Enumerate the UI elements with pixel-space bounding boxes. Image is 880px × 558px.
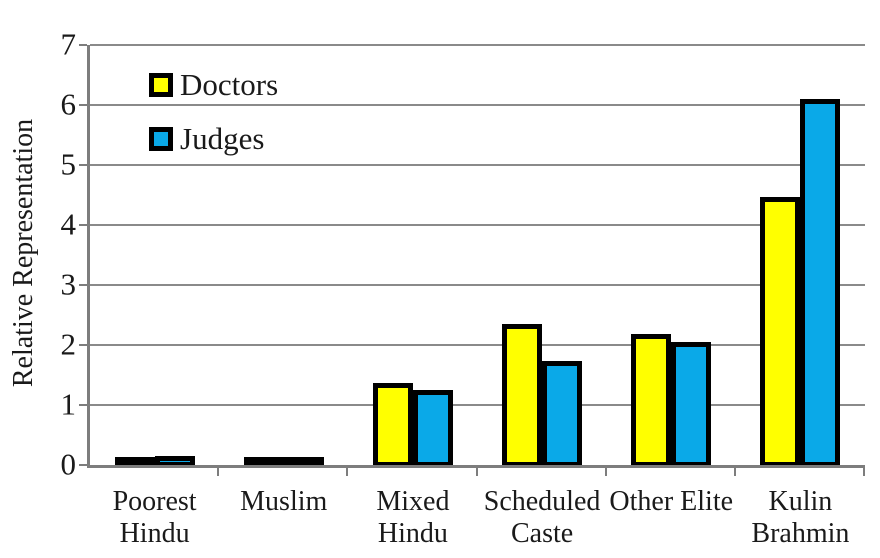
gridline-1 xyxy=(90,404,865,406)
y-tick-label-3: 3 xyxy=(60,266,77,302)
y-tick-mark-4 xyxy=(79,224,87,226)
category-label-line: Hindu xyxy=(119,518,190,549)
x-tick-mark-5 xyxy=(733,468,736,476)
legend-item-judges: Judges xyxy=(149,121,278,156)
y-tick-mark-5 xyxy=(79,164,87,166)
x-tick-mark-3 xyxy=(475,468,478,476)
y-tick-label-0: 0 xyxy=(60,446,77,482)
gridline-2 xyxy=(90,344,865,346)
y-tick-mark-0 xyxy=(79,464,87,466)
category-label-other-elite: Other Elite xyxy=(597,486,746,518)
legend-swatch-judges-icon xyxy=(149,127,173,151)
bar-judges-muslim xyxy=(283,457,324,467)
category-label-line: Caste xyxy=(510,518,574,549)
bar-doctors-mixed-hindu xyxy=(372,383,413,467)
bar-doctors-other-elite xyxy=(631,333,672,467)
legend-swatch-doctors-icon xyxy=(149,73,173,97)
y-tick-mark-1 xyxy=(79,404,87,406)
y-tick-label-7: 7 xyxy=(60,26,77,62)
category-label-line: Other Elite xyxy=(609,486,734,517)
bar-judges-mixed-hindu xyxy=(412,390,453,467)
x-tick-mark-2 xyxy=(346,468,349,476)
category-label-mixed-hindu: Mixed Hindu xyxy=(338,486,487,550)
x-tick-mark-4 xyxy=(604,468,607,476)
gridline-6 xyxy=(90,104,865,106)
category-label-line: Brahmin xyxy=(751,518,850,549)
y-tick-label-1: 1 xyxy=(60,386,77,422)
category-label-muslim: Muslim xyxy=(209,486,358,518)
bar-judges-scheduled-caste xyxy=(542,360,583,467)
x-axis-line xyxy=(87,465,865,468)
category-label-line: Poorest xyxy=(112,486,197,517)
category-label-line: Mixed xyxy=(376,486,450,517)
category-label-line: Scheduled xyxy=(483,486,601,517)
y-tick-mark-3 xyxy=(79,284,87,286)
y-axis-line xyxy=(87,45,90,468)
y-tick-label-5: 5 xyxy=(60,146,77,182)
bar-judges-poorest-hindu xyxy=(154,456,195,467)
category-label-line: Kulin xyxy=(768,486,833,517)
bar-doctors-kulin-brahmin xyxy=(760,197,801,467)
bar-judges-other-elite xyxy=(671,342,712,467)
legend-label-doctors: Doctors xyxy=(180,67,279,102)
y-tick-label-6: 6 xyxy=(60,86,77,122)
y-tick-label-2: 2 xyxy=(60,326,77,362)
bar-doctors-poorest-hindu xyxy=(114,457,155,467)
legend-label-judges: Judges xyxy=(180,121,265,156)
y-tick-mark-7 xyxy=(79,44,87,46)
y-tick-mark-2 xyxy=(79,344,87,346)
bar-doctors-muslim xyxy=(243,457,284,467)
category-label-line: Hindu xyxy=(377,518,448,549)
plot-area: Doctors Judges xyxy=(79,44,865,476)
x-axis-category-labels: Poorest Hindu Muslim Mixed Hindu Scheduled Cas… xyxy=(90,486,865,556)
y-tick-mark-6 xyxy=(79,104,87,106)
y-tick-label-4: 4 xyxy=(60,206,77,242)
x-tick-mark-6 xyxy=(863,468,865,476)
x-tick-mark-1 xyxy=(217,468,220,476)
category-label-line: Muslim xyxy=(240,486,328,517)
category-label-poorest-hindu: Poorest Hindu xyxy=(80,486,229,550)
gridline-7 xyxy=(90,44,865,46)
legend: Doctors Judges xyxy=(149,67,278,180)
legend-item-doctors: Doctors xyxy=(149,67,278,102)
bar-doctors-scheduled-caste xyxy=(502,324,543,467)
category-label-kulin-brahmin: Kulin Brahmin xyxy=(726,486,875,550)
bar-judges-kulin-brahmin xyxy=(800,99,841,467)
gridline-4 xyxy=(90,224,865,226)
gridline-5 xyxy=(90,164,865,166)
gridline-3 xyxy=(90,284,865,286)
category-label-scheduled-caste: Scheduled Caste xyxy=(468,486,617,550)
